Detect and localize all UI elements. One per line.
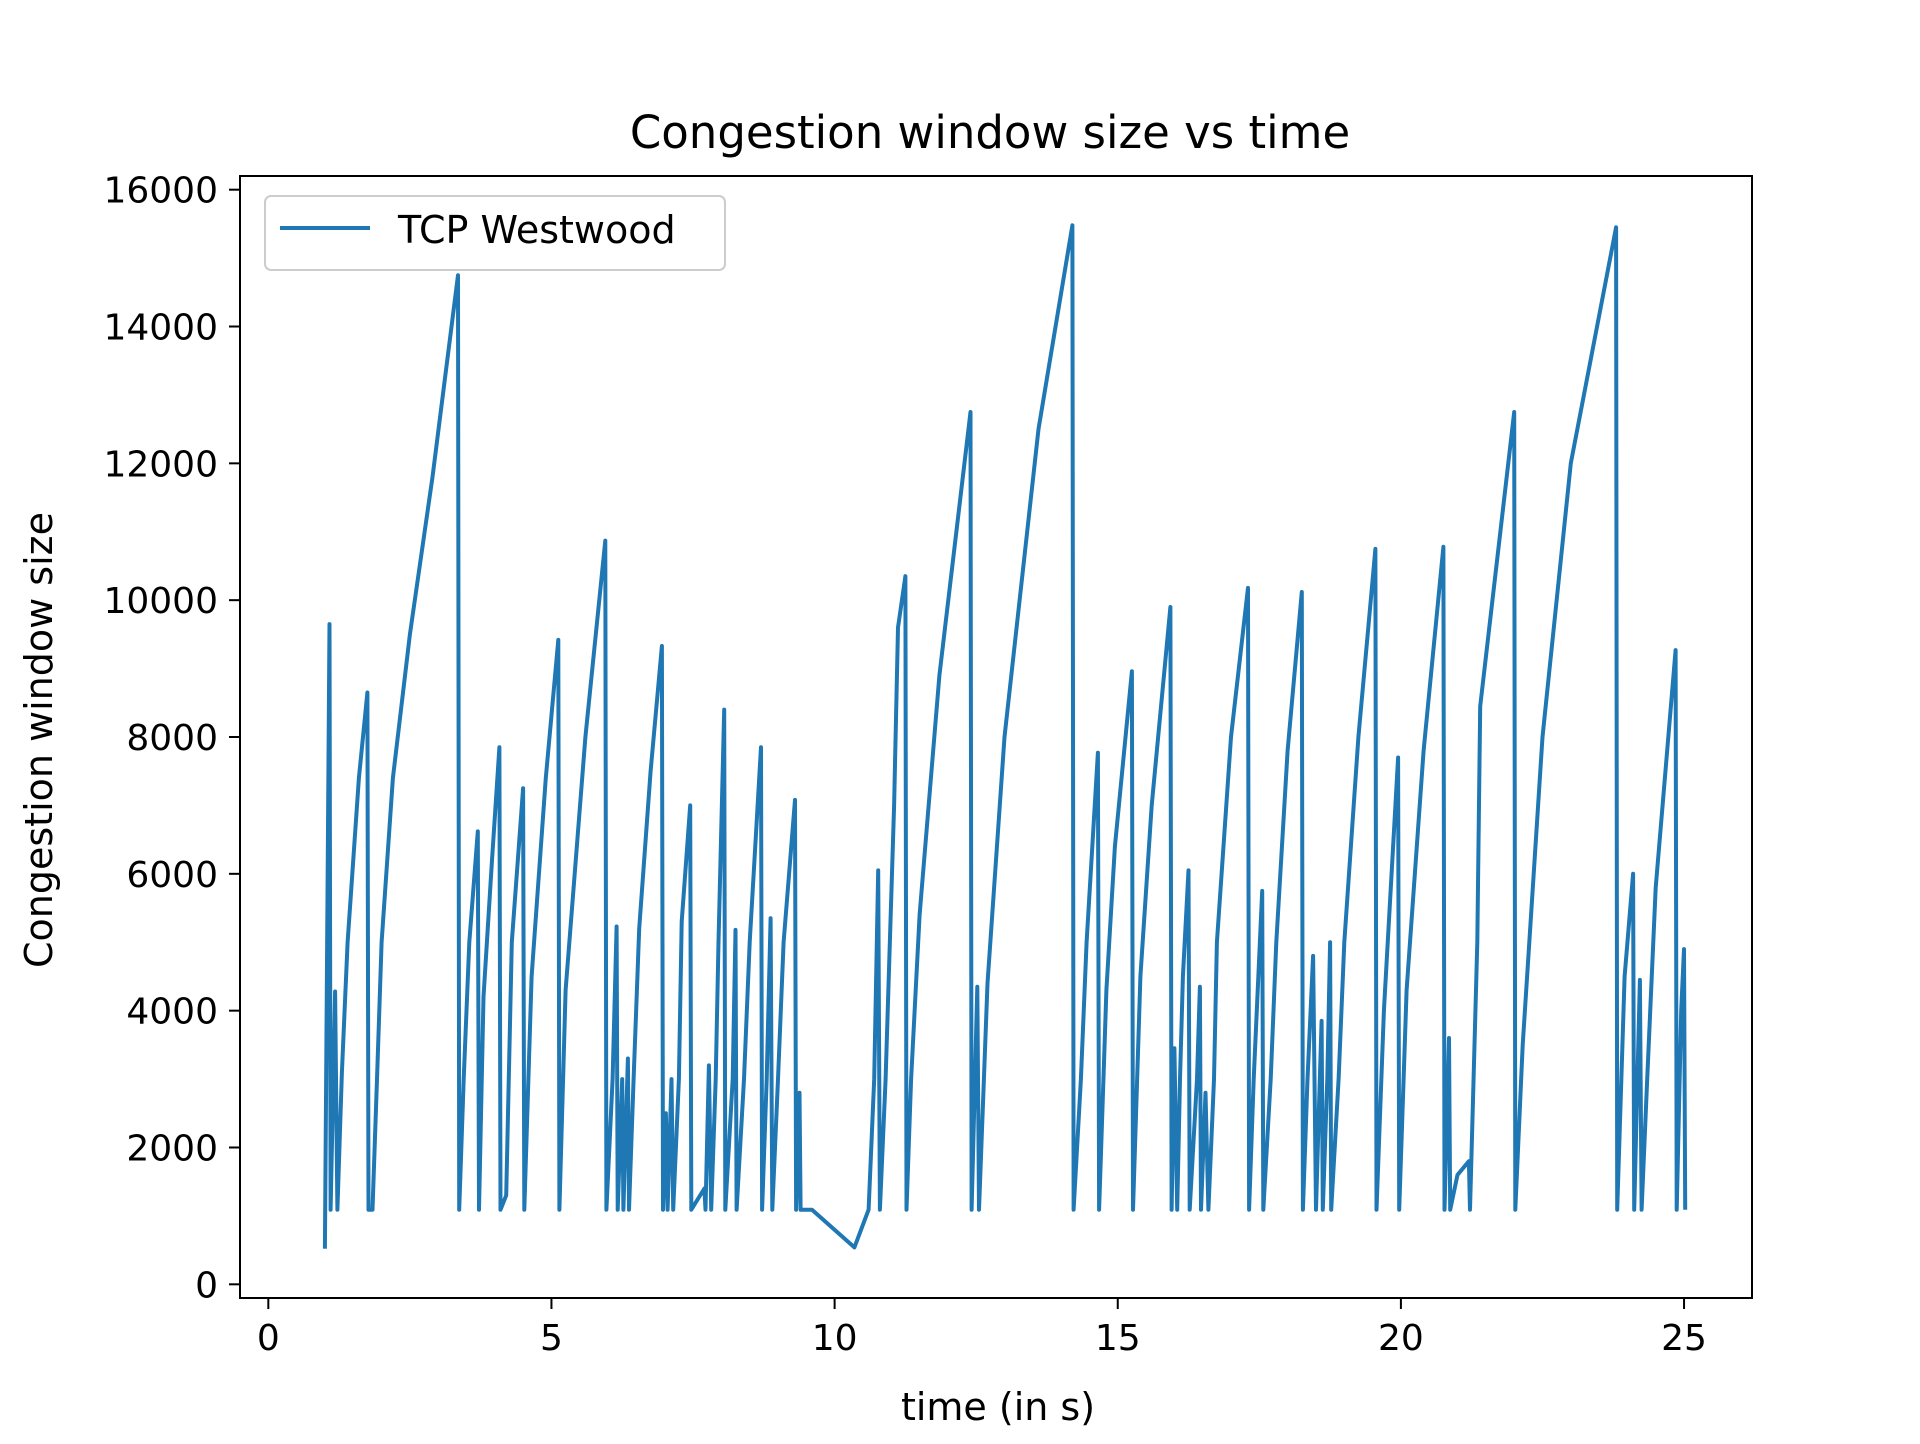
x-tick-label: 15 [1095, 1318, 1141, 1359]
y-tick-label: 4000 [126, 992, 218, 1033]
y-axis-label: Congestion window size [17, 512, 61, 968]
x-tick-label: 20 [1378, 1318, 1424, 1359]
y-tick-label: 16000 [103, 171, 218, 212]
series-line-0 [322, 223, 1688, 1250]
x-tick-label: 25 [1661, 1318, 1707, 1359]
chart-title: Congestion window size vs time [630, 106, 1350, 159]
y-tick-label: 12000 [103, 444, 218, 485]
x-tick-label: 10 [812, 1318, 858, 1359]
y-tick-label: 10000 [103, 581, 218, 622]
y-tick-label: 14000 [103, 308, 218, 349]
x-axis-label: time (in s) [901, 1385, 1095, 1429]
y-tick-label: 8000 [126, 718, 218, 759]
x-tick-label: 0 [257, 1318, 280, 1359]
legend: TCP Westwood [264, 195, 726, 271]
axes: 0 5 10 15 20 25 0 2000 4000 6000 8000 10000 12000 140… [103, 171, 1753, 1359]
y-tick-label: 2000 [126, 1128, 218, 1169]
legend-label: TCP Westwood [397, 208, 676, 252]
y-tick-label: 6000 [126, 855, 218, 896]
legend-box [264, 195, 726, 271]
y-tick-label: 0 [195, 1265, 218, 1306]
x-tick-label: 5 [540, 1318, 563, 1359]
plot-area [322, 223, 1688, 1250]
